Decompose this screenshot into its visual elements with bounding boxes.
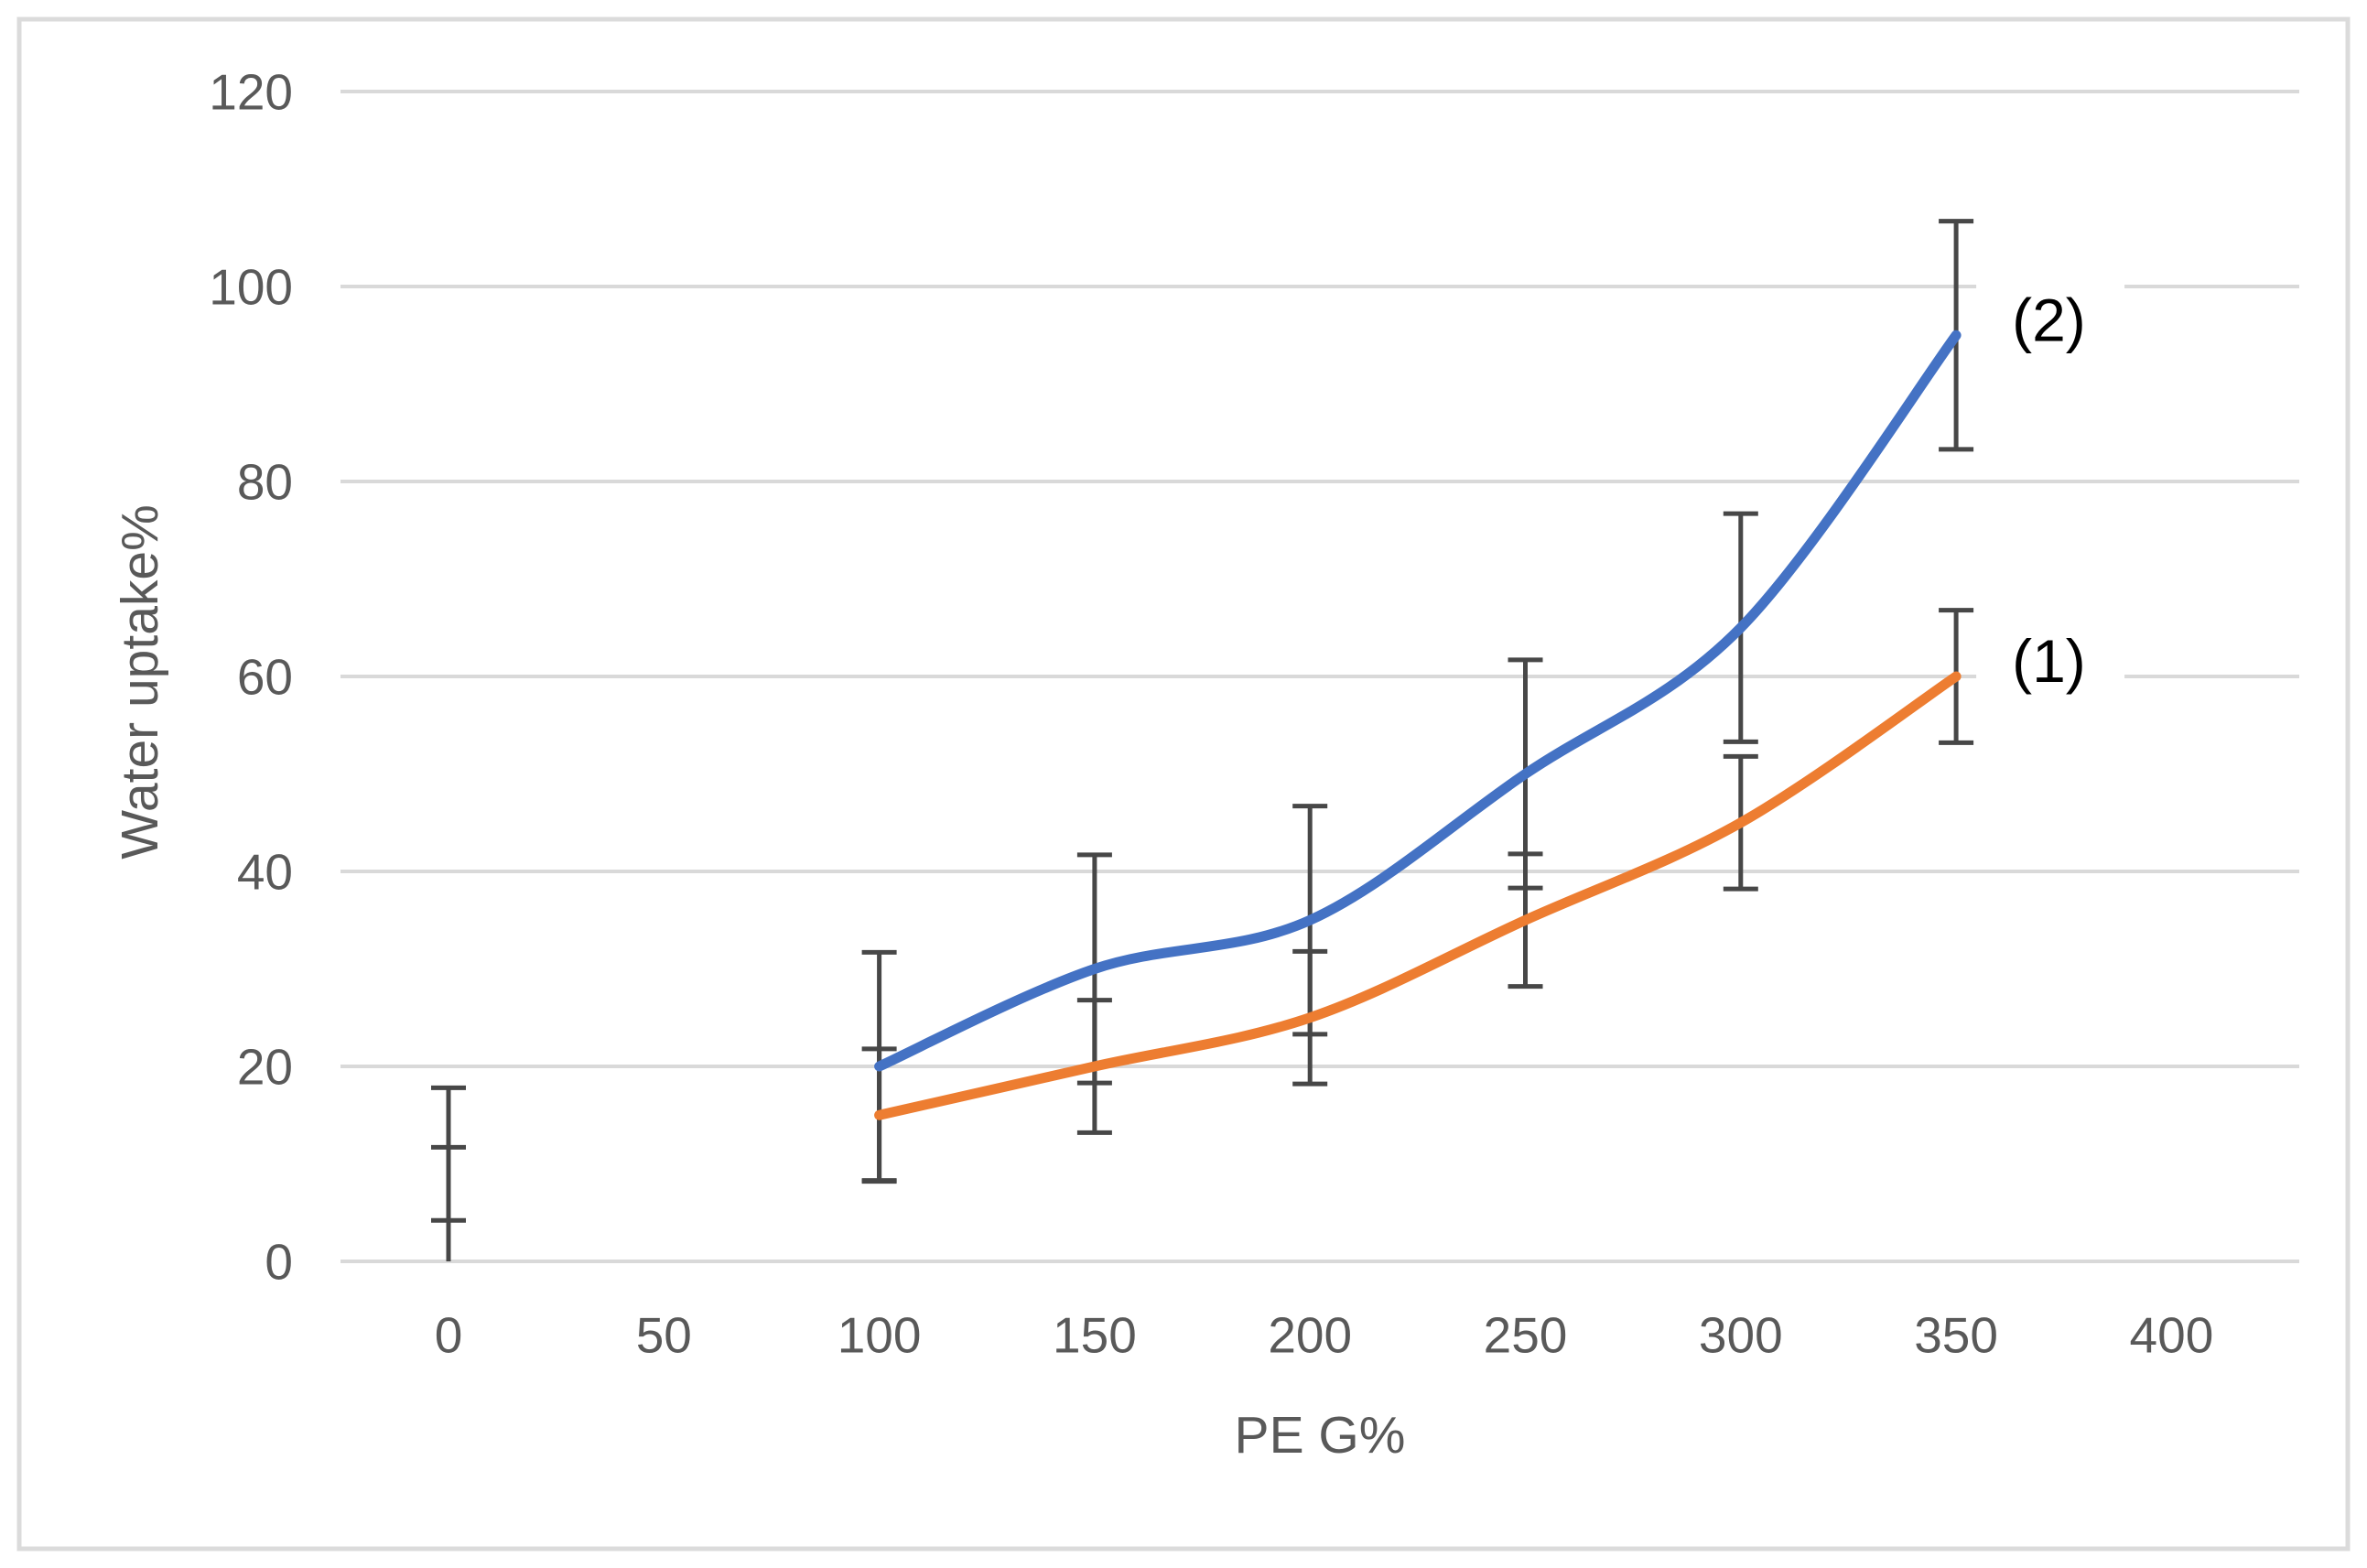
figure-border (16, 16, 2351, 1552)
error-bar (431, 1085, 466, 1223)
x-tick-label: 250 (1484, 1306, 1568, 1363)
x-tick-label: 50 (636, 1306, 692, 1363)
end-label-backing (1976, 276, 2125, 364)
y-tick-label: 0 (265, 1233, 293, 1290)
y-tick-label: 100 (209, 258, 293, 315)
gridlines (340, 90, 2299, 1263)
y-axis-tick-labels: 0 20 40 60 80 100 120 (209, 63, 293, 1290)
series-end-labels: (2) (1) (1976, 276, 2125, 705)
y-tick-label: 120 (209, 63, 293, 120)
x-tick-label: 150 (1053, 1306, 1137, 1363)
y-tick-label: 60 (237, 648, 293, 705)
x-tick-label: 200 (1268, 1306, 1352, 1363)
y-tick-label: 20 (237, 1038, 293, 1095)
x-tick-label: 0 (435, 1306, 463, 1363)
x-tick-label: 350 (1914, 1306, 1998, 1363)
series-line-1 (874, 330, 1962, 1072)
series-end-label: (2) (2012, 286, 2086, 353)
y-axis-title: Water uptake% (111, 504, 169, 860)
series-end-label: (1) (2012, 627, 2086, 695)
x-tick-label: 100 (838, 1306, 922, 1363)
y-tick-label: 40 (237, 843, 293, 900)
x-tick-label: 400 (2130, 1306, 2214, 1363)
y-tick-label: 80 (237, 453, 293, 510)
x-axis-title: PE G% (1235, 1406, 1406, 1465)
end-label-backing (1976, 617, 2125, 705)
x-tick-label: 300 (1699, 1306, 1783, 1363)
series-lines (874, 330, 1962, 1120)
series-line-2 (874, 671, 1962, 1120)
x-axis-tick-labels: 0 50 100 150 200 250 300 350 400 (435, 1306, 2214, 1363)
